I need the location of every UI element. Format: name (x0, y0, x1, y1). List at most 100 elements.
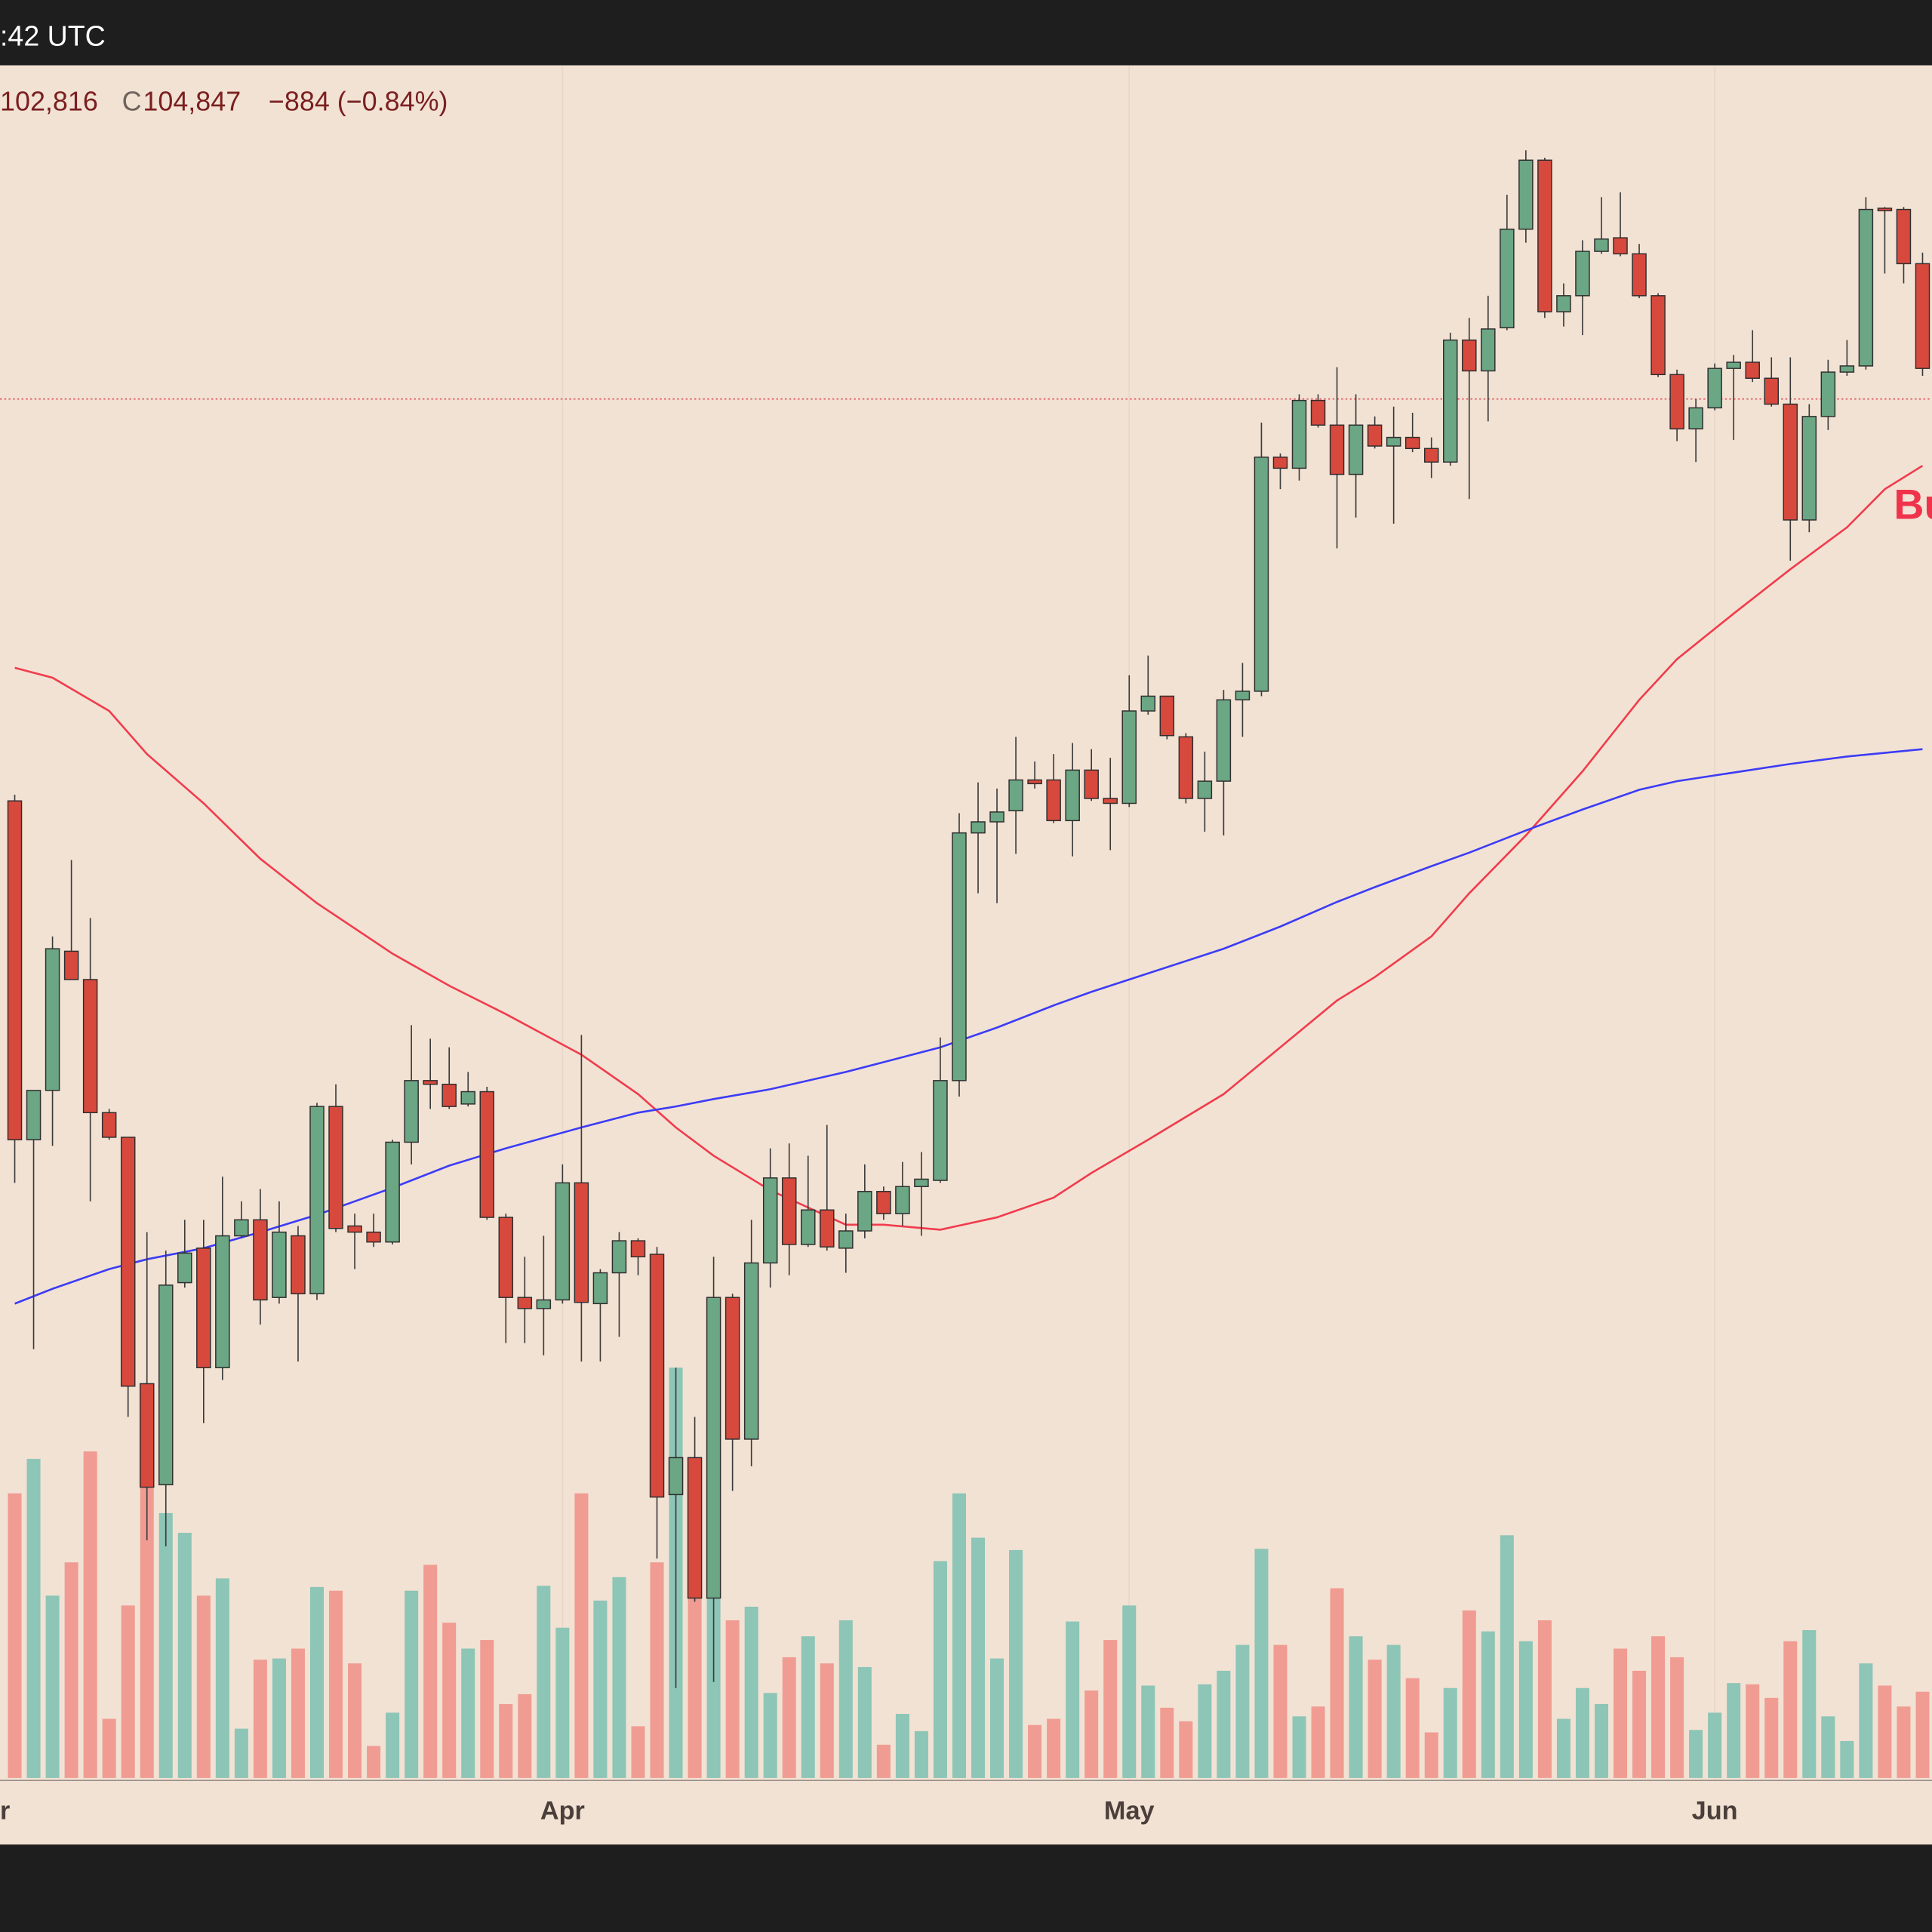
candle-body (1443, 339, 1458, 463)
candle-body (706, 1297, 721, 1599)
candle-body (460, 1091, 475, 1105)
volume-bar (1481, 1631, 1495, 1778)
volume-bar (1859, 1663, 1873, 1778)
volume-bar (8, 1493, 22, 1778)
volume-bar (1746, 1684, 1760, 1778)
volume-bar (442, 1623, 457, 1778)
candle-body (234, 1219, 249, 1237)
volume-bar (1198, 1684, 1212, 1778)
volume-bar (990, 1658, 1004, 1778)
candle-body (479, 1091, 495, 1218)
volume-bar (895, 1714, 909, 1778)
grid (0, 65, 1932, 1781)
candle-body (838, 1230, 854, 1249)
candle-body (1518, 159, 1534, 230)
volume-bar (744, 1606, 758, 1778)
volume-bar (1084, 1690, 1099, 1778)
candle-body (1027, 779, 1042, 785)
volume-bar (1386, 1644, 1401, 1778)
volume-bar (1066, 1621, 1080, 1778)
candle-body (1651, 295, 1666, 376)
x-tick-label: May (1104, 1797, 1155, 1826)
volume-bar (1160, 1707, 1174, 1778)
candle-body (1140, 695, 1156, 712)
volume-bar (631, 1726, 645, 1778)
candle-body (1801, 416, 1817, 521)
legend-close-prefix: C (122, 86, 142, 117)
candle-body (1046, 779, 1061, 822)
volume-bar (1575, 1687, 1589, 1778)
time-label: :42 UTC (0, 20, 106, 52)
volume-bar (234, 1728, 248, 1778)
volume-bar (555, 1627, 570, 1778)
volume-bar (1878, 1685, 1892, 1778)
volume-bar (518, 1694, 532, 1778)
volume-bar (1500, 1535, 1514, 1778)
volume-bar (782, 1657, 796, 1778)
candles (7, 150, 1930, 1688)
volume-bar (1821, 1716, 1835, 1778)
volume-bar (725, 1620, 740, 1778)
volume-bar (1424, 1732, 1438, 1778)
candle-body (592, 1272, 608, 1305)
candle-body (743, 1262, 759, 1440)
volume-bar (1614, 1648, 1628, 1778)
volume-bar (1367, 1660, 1382, 1778)
candle-body (291, 1235, 306, 1295)
volume-bar (574, 1493, 589, 1778)
volume-bar (26, 1459, 41, 1778)
volume-bar (971, 1537, 986, 1778)
candle-body (668, 1457, 684, 1496)
volume-bar (386, 1712, 400, 1778)
x-tick-label: r (0, 1797, 10, 1826)
legend-close: 104,847 (143, 86, 241, 117)
candle-body (555, 1182, 571, 1301)
candle-body (63, 950, 79, 980)
volume-bar (272, 1658, 286, 1778)
volume-bar (499, 1703, 513, 1778)
volume-bar (140, 1392, 154, 1778)
candle-body (611, 1240, 627, 1274)
volume-bar (1802, 1630, 1817, 1778)
volume-bar (763, 1693, 777, 1778)
candle-body (196, 1247, 211, 1368)
candle-body (215, 1235, 230, 1368)
volume-bar (1840, 1740, 1854, 1778)
candle-body (989, 811, 1004, 823)
volume-bar (45, 1595, 60, 1778)
volume-bar (1311, 1706, 1325, 1778)
candle-body (423, 1080, 438, 1085)
candle-body (1216, 699, 1232, 782)
volume-bar (423, 1564, 438, 1778)
x-axis: r Apr May Jun (0, 1797, 1738, 1826)
candle-body (1329, 424, 1345, 475)
candle-body (7, 800, 23, 1140)
volume-bar (1518, 1641, 1533, 1778)
candle-body (101, 1112, 117, 1138)
candle-body (971, 821, 986, 834)
volume-bar (857, 1666, 872, 1778)
candle-body (1745, 361, 1760, 379)
volume-bar (1556, 1718, 1571, 1778)
volume-bar (933, 1561, 947, 1778)
candle-body (914, 1178, 929, 1187)
candle-body (1764, 377, 1779, 405)
x-tick-label: Jun (1692, 1797, 1738, 1826)
candle-body (1707, 368, 1722, 409)
volume-bar (1292, 1716, 1306, 1778)
candle-body (630, 1240, 646, 1258)
candle-body (952, 832, 967, 1081)
candle-body (1632, 253, 1647, 297)
candle-body (1008, 779, 1023, 812)
candle-body (895, 1186, 910, 1214)
volume-bar (1708, 1712, 1722, 1778)
candle-body (1556, 295, 1571, 312)
candle-body (158, 1284, 174, 1486)
candle-body (82, 979, 98, 1114)
volume-bar (1594, 1703, 1608, 1778)
volume-bar (196, 1595, 211, 1778)
candle-body (498, 1217, 514, 1298)
volume-bar (1179, 1721, 1193, 1778)
candle-body (45, 948, 60, 1091)
candle-body (933, 1080, 948, 1181)
